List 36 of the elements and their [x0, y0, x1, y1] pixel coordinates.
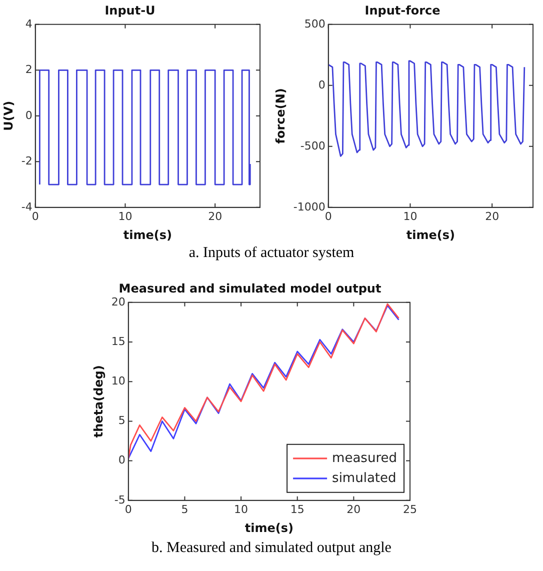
y-tick-label: 0	[25, 108, 32, 122]
y-tick-label: 10	[111, 374, 126, 388]
y-tick-label: -2	[21, 154, 32, 168]
x-tick-label: 20	[485, 210, 500, 223]
legend-label: measured	[332, 450, 398, 466]
y-axis-title: force(N)	[273, 88, 288, 144]
x-tick-label: 25	[403, 502, 417, 516]
x-tick-label: 5	[181, 502, 188, 516]
y-tick-label: 0	[118, 454, 126, 467]
y-tick-label: 2	[25, 63, 32, 76]
y-axis-title: U(V)	[1, 100, 16, 131]
x-axis-title: time(s)	[244, 520, 294, 535]
x-tick-label: 10	[234, 502, 248, 516]
x-axis-title: time(s)	[406, 228, 455, 242]
chart-title: Input-force	[364, 3, 440, 18]
y-tick-label: -1000	[293, 200, 326, 214]
x-axis-title: time(s)	[123, 228, 172, 242]
y-axis-title: theta(deg)	[91, 365, 106, 438]
y-tick-label: -500	[300, 139, 326, 152]
y-tick-label: 4	[25, 17, 32, 30]
y-tick-label: -5	[114, 493, 126, 506]
text: b. Measured and simulated output angle	[150, 540, 392, 557]
x-tick-label: 15	[290, 502, 304, 516]
chart-title: Input-U	[104, 3, 156, 18]
text: a. Inputs of actuator system	[188, 245, 356, 262]
y-tick-label: 0	[318, 78, 326, 92]
y-tick-label: 20	[111, 295, 126, 308]
y-tick-label: -4	[21, 200, 32, 214]
x-tick-label: 20	[208, 210, 222, 223]
y-tick-label: 15	[111, 334, 126, 348]
x-tick-label: 10	[403, 210, 418, 223]
x-tick-label: 20	[346, 502, 361, 516]
y-tick-label: 5	[118, 414, 126, 428]
chart-title: Measured and simulated model output	[118, 281, 382, 296]
legend-label: simulated	[332, 470, 396, 486]
y-tick-label: 500	[304, 17, 326, 30]
